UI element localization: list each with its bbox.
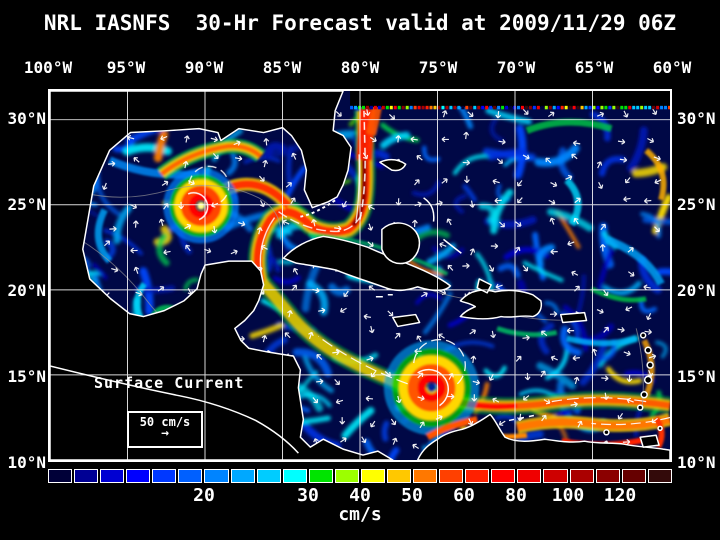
colorbar-segment [230,469,255,483]
top-axis-label: 65°W [574,58,614,77]
colorbar-segment [413,469,438,483]
domain-edge-speckle [350,105,670,110]
top-axis-label: 80°W [340,58,380,77]
bahamas [381,222,421,265]
colorbar-tick-label: 80 [505,485,527,506]
colorbar-segment [282,469,307,483]
top-axis-label: 100°W [23,58,73,77]
colorbar-tick-label: 50 [401,485,423,506]
top-axis-label: 95°W [106,58,146,77]
colorbar-segment [621,469,646,483]
left-axis-label: 30°N [7,109,46,128]
colorbar-segment [204,469,229,483]
landmasses [50,91,670,460]
colorbar-segment [517,469,542,483]
colorbar-segment [334,469,359,483]
right-axis-label: 10°N [677,453,716,472]
surface-current-label: Surface Current [94,374,245,392]
domain-mask [350,91,670,107]
colorbar-segment [491,469,516,483]
colorbar-segment [152,469,177,483]
right-axis-label: 15°N [677,367,716,386]
bahamas [423,197,435,222]
map-frame [48,89,672,462]
colorbar-segment [595,469,620,483]
colorbar-segment [74,469,99,483]
colorbar-tick-label: 30 [297,485,319,506]
aruba-curacao [508,414,535,422]
colorbar-segment [126,469,151,483]
colorbar-tick-label: 60 [453,485,475,506]
lesser-antilles [644,346,652,354]
scale-arrow-icon: → [161,426,169,441]
colorbar-tick-label: 120 [603,485,637,506]
gridlines [50,91,670,460]
colorbar-segment [543,469,568,483]
lesser-antilles [646,361,654,369]
jamaica [392,313,421,328]
right-axis-label: 20°N [677,281,716,300]
scale-value: 50 cm/s [139,415,191,429]
scale-legend-box: 50 cm/s → [127,411,203,448]
lesser-antilles [636,404,644,411]
pacific-coastline [50,365,299,454]
florida-keys [300,198,338,218]
lesser-antilles [640,390,648,399]
colorbar-segment [178,469,203,483]
colorbar-segment [439,469,464,483]
left-axis-label: 10°N [7,453,46,472]
lesser-antilles [643,375,653,385]
top-axis-label: 75°W [418,58,458,77]
left-axis-label: 15°N [7,367,46,386]
page-title: NRL IASNFS 30-Hr Forecast valid at 2009/… [43,11,677,35]
bahamas [379,158,407,172]
north-central-america [50,91,394,460]
colorbar-segment [308,469,333,483]
top-axis-label: 70°W [496,58,536,77]
cayman-islands [375,294,393,298]
margarita [603,429,610,436]
colorbar [48,469,672,483]
bahamas [443,238,462,254]
colorbar-segment [256,469,281,483]
colorbar-segment [387,469,412,483]
colorbar-tick-label: 40 [349,485,371,506]
right-axis-label: 30°N [677,109,716,128]
colorbar-segment [100,469,125,483]
bahamas [476,278,492,294]
left-axis-label: 20°N [7,281,46,300]
top-axis-label: 90°W [184,58,224,77]
colorbar-segment [465,469,490,483]
top-axis-label: 60°W [652,58,692,77]
cuba [282,235,452,292]
right-axis-label: 25°N [677,195,716,214]
streamlines [187,110,670,426]
colorbar-segment [569,469,594,483]
south-america [416,413,670,460]
colorbar-segment [48,469,73,483]
lesser-antilles [639,332,647,339]
tobago [657,425,663,432]
map-canvas [50,91,670,460]
colorbar-segment [360,469,386,483]
left-axis-label: 25°N [7,195,46,214]
colorbar-tick-label: 100 [551,485,585,506]
puerto-rico [559,311,588,324]
colorbar-tick-label: 20 [193,485,215,506]
colorbar-segment [647,469,672,483]
trinidad [639,434,660,448]
colorbar-unit: cm/s [338,504,382,525]
hispaniola [459,289,543,320]
top-axis-label: 85°W [262,58,302,77]
